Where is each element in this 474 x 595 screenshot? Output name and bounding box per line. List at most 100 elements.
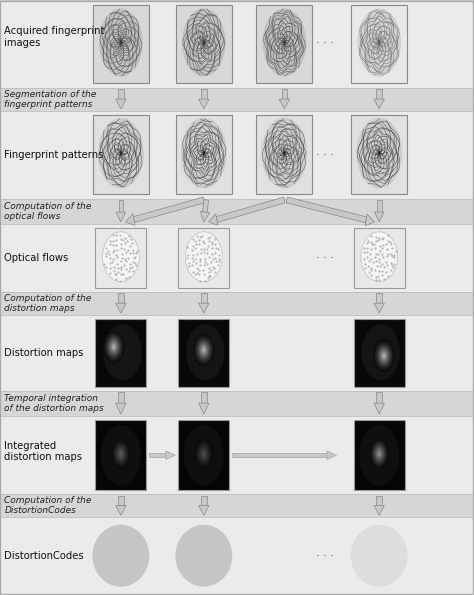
Ellipse shape bbox=[375, 342, 393, 369]
Ellipse shape bbox=[184, 425, 224, 486]
FancyBboxPatch shape bbox=[376, 293, 382, 303]
Ellipse shape bbox=[119, 450, 123, 457]
Ellipse shape bbox=[378, 451, 381, 456]
Ellipse shape bbox=[370, 439, 388, 468]
Ellipse shape bbox=[376, 450, 382, 458]
Ellipse shape bbox=[182, 533, 225, 579]
Text: Temporal integration
of the distortion maps: Temporal integration of the distortion m… bbox=[4, 394, 104, 413]
Ellipse shape bbox=[196, 441, 211, 466]
Ellipse shape bbox=[362, 324, 400, 380]
Polygon shape bbox=[374, 506, 384, 515]
Ellipse shape bbox=[201, 346, 207, 354]
Ellipse shape bbox=[377, 451, 381, 457]
Ellipse shape bbox=[186, 537, 221, 575]
FancyBboxPatch shape bbox=[376, 496, 382, 506]
Ellipse shape bbox=[358, 533, 401, 579]
Ellipse shape bbox=[357, 8, 401, 77]
Ellipse shape bbox=[371, 441, 387, 466]
Ellipse shape bbox=[374, 340, 394, 371]
FancyBboxPatch shape bbox=[351, 115, 407, 194]
Polygon shape bbox=[365, 214, 374, 226]
Ellipse shape bbox=[196, 441, 212, 466]
Text: · · ·: · · · bbox=[316, 253, 334, 263]
Ellipse shape bbox=[375, 343, 392, 368]
FancyBboxPatch shape bbox=[354, 420, 405, 490]
Ellipse shape bbox=[105, 334, 122, 359]
Ellipse shape bbox=[175, 525, 232, 587]
Ellipse shape bbox=[203, 349, 204, 350]
Ellipse shape bbox=[108, 338, 119, 356]
Text: · · ·: · · · bbox=[326, 450, 344, 460]
Ellipse shape bbox=[263, 8, 306, 77]
Text: Optical flows: Optical flows bbox=[4, 253, 69, 263]
Ellipse shape bbox=[378, 346, 390, 365]
Ellipse shape bbox=[200, 447, 208, 461]
Ellipse shape bbox=[195, 440, 213, 468]
Ellipse shape bbox=[109, 339, 119, 355]
Ellipse shape bbox=[118, 449, 124, 458]
Ellipse shape bbox=[203, 453, 205, 455]
Ellipse shape bbox=[351, 525, 408, 587]
Ellipse shape bbox=[373, 443, 386, 464]
Ellipse shape bbox=[198, 340, 210, 359]
Polygon shape bbox=[374, 403, 384, 414]
FancyBboxPatch shape bbox=[351, 5, 407, 83]
Ellipse shape bbox=[199, 445, 209, 462]
Ellipse shape bbox=[372, 442, 387, 465]
Polygon shape bbox=[166, 451, 175, 459]
Ellipse shape bbox=[380, 349, 388, 362]
Text: · · ·: · · · bbox=[316, 38, 334, 48]
Ellipse shape bbox=[355, 529, 404, 583]
Ellipse shape bbox=[200, 447, 208, 461]
Text: · · ·: · · · bbox=[316, 551, 334, 560]
Ellipse shape bbox=[377, 346, 391, 366]
FancyBboxPatch shape bbox=[376, 89, 382, 99]
Ellipse shape bbox=[114, 443, 128, 465]
Ellipse shape bbox=[197, 340, 210, 360]
Ellipse shape bbox=[376, 449, 382, 458]
Ellipse shape bbox=[110, 342, 117, 352]
Ellipse shape bbox=[116, 446, 126, 462]
Ellipse shape bbox=[114, 548, 128, 563]
FancyBboxPatch shape bbox=[201, 392, 207, 403]
Ellipse shape bbox=[112, 345, 115, 349]
Ellipse shape bbox=[377, 345, 391, 367]
Ellipse shape bbox=[197, 340, 210, 360]
Ellipse shape bbox=[197, 339, 211, 361]
Ellipse shape bbox=[119, 451, 122, 456]
Ellipse shape bbox=[110, 341, 118, 353]
Ellipse shape bbox=[112, 440, 129, 467]
Ellipse shape bbox=[193, 333, 215, 367]
Ellipse shape bbox=[110, 544, 131, 568]
Ellipse shape bbox=[109, 340, 118, 354]
Ellipse shape bbox=[195, 440, 212, 467]
Ellipse shape bbox=[112, 440, 130, 468]
FancyBboxPatch shape bbox=[0, 199, 474, 224]
Ellipse shape bbox=[196, 337, 212, 362]
Ellipse shape bbox=[195, 337, 212, 362]
Ellipse shape bbox=[115, 444, 127, 464]
Polygon shape bbox=[209, 214, 218, 226]
Text: Integrated
distortion maps: Integrated distortion maps bbox=[4, 441, 82, 462]
Ellipse shape bbox=[116, 445, 126, 462]
Ellipse shape bbox=[199, 343, 209, 357]
FancyBboxPatch shape bbox=[0, 224, 474, 292]
Ellipse shape bbox=[199, 446, 209, 462]
Ellipse shape bbox=[198, 444, 210, 464]
FancyBboxPatch shape bbox=[354, 228, 405, 289]
Ellipse shape bbox=[374, 445, 384, 462]
Ellipse shape bbox=[379, 347, 389, 364]
Ellipse shape bbox=[104, 332, 123, 362]
Ellipse shape bbox=[201, 448, 207, 459]
Ellipse shape bbox=[361, 232, 398, 281]
Ellipse shape bbox=[113, 441, 129, 466]
FancyBboxPatch shape bbox=[0, 88, 474, 111]
Ellipse shape bbox=[120, 452, 122, 455]
Ellipse shape bbox=[109, 340, 118, 353]
Ellipse shape bbox=[365, 540, 393, 571]
Polygon shape bbox=[377, 200, 382, 212]
Ellipse shape bbox=[377, 450, 381, 457]
Ellipse shape bbox=[203, 348, 205, 352]
Ellipse shape bbox=[202, 347, 206, 353]
Ellipse shape bbox=[379, 349, 389, 363]
